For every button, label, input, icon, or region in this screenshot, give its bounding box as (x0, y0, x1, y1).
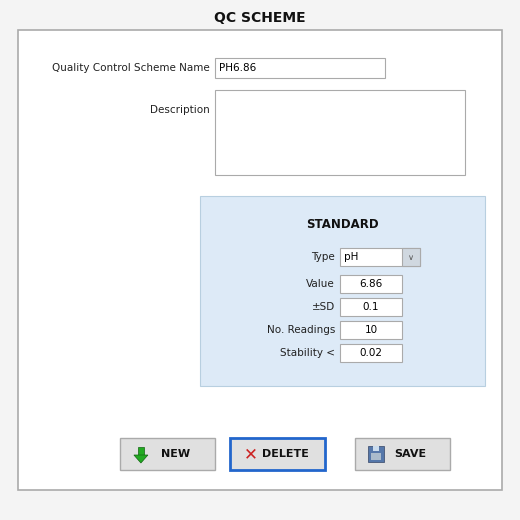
Text: Description: Description (150, 105, 210, 115)
Text: NEW: NEW (161, 449, 190, 459)
Text: Type: Type (311, 252, 335, 262)
Text: ✕: ✕ (244, 445, 258, 463)
Bar (340, 298, 402, 316)
Bar (215, 58, 385, 78)
Bar (368, 446, 384, 462)
Bar (371, 453, 381, 460)
Text: ±SD: ±SD (312, 302, 335, 312)
Text: ∨: ∨ (408, 253, 414, 262)
Bar (402, 248, 420, 266)
Bar (340, 275, 402, 293)
Text: 0.02: 0.02 (359, 348, 383, 358)
Text: Quality Control Scheme Name: Quality Control Scheme Name (52, 63, 210, 73)
Text: pH: pH (344, 252, 358, 262)
Polygon shape (134, 455, 148, 463)
Bar (340, 321, 402, 339)
Text: SAVE: SAVE (394, 449, 426, 459)
Text: 10: 10 (365, 325, 378, 335)
Text: Value: Value (306, 279, 335, 289)
Text: QC SCHEME: QC SCHEME (214, 11, 306, 25)
Bar (340, 344, 402, 362)
Bar (340, 248, 420, 266)
Bar (355, 438, 450, 470)
Text: 6.86: 6.86 (359, 279, 383, 289)
Text: STANDARD: STANDARD (306, 217, 379, 230)
Bar (230, 438, 325, 470)
Bar (18, 30, 502, 490)
Text: No. Readings: No. Readings (267, 325, 335, 335)
Bar (200, 196, 485, 386)
Bar (138, 447, 144, 455)
Text: PH6.86: PH6.86 (219, 63, 256, 73)
Text: DELETE: DELETE (262, 449, 308, 459)
Bar (215, 90, 465, 175)
Bar (120, 438, 215, 470)
Text: Stability <: Stability < (280, 348, 335, 358)
Text: 0.1: 0.1 (363, 302, 379, 312)
Bar (373, 446, 379, 451)
